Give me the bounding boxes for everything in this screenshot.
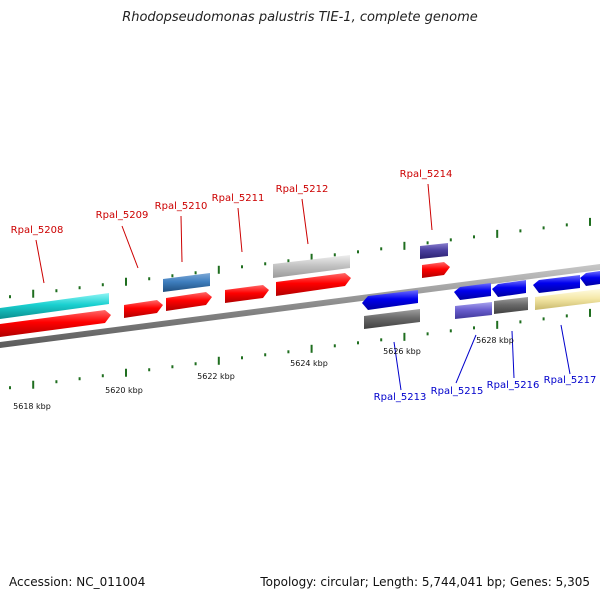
gene-label-rpal-5213: Rpal_5213: [374, 392, 427, 403]
genome-summary-text: Topology: circular; Length: 5,744,041 bp…: [260, 575, 590, 589]
gene-label-rpal-5208: Rpal_5208: [11, 225, 64, 236]
gene-label-rpal-5216: Rpal_5216: [487, 380, 540, 391]
gene-label-rpal-5217: Rpal_5217: [544, 375, 597, 386]
axis-label-5626: 5626 kbp: [383, 347, 421, 356]
gene-rpal-5215-slateblue: [455, 302, 492, 319]
gene-rpal-5216-arrow: [492, 280, 526, 297]
gene-rpal-5212-arrow: [276, 273, 351, 296]
gene-rpal-5213-dimgray: [364, 309, 420, 329]
accession-text: Accession: NC_011004: [9, 575, 146, 589]
gene-label-rpal-5209: Rpal_5209: [96, 210, 149, 221]
gene-rpal-5215-arrow: [454, 283, 491, 300]
axis-label-5622: 5622 kbp: [197, 372, 235, 381]
tick-row-bottom: [9, 308, 591, 390]
gene-rpal-5208-arrow: [0, 310, 111, 337]
gene-label-rpal-5212: Rpal_5212: [276, 184, 329, 195]
gene-rpal-5214-arrow: [422, 262, 450, 278]
gene-label-rpal-5210: Rpal_5210: [155, 201, 208, 212]
gene-rpal-5210-arrow: [166, 292, 212, 311]
gene-rpal-5208-cyan: [0, 293, 109, 319]
gene-label-rpal-5214: Rpal_5214: [400, 169, 453, 180]
gene-rpal-5211-arrow: [225, 285, 269, 303]
gene-rpal-5214-slateblue: [420, 243, 448, 259]
genome-backbone: [0, 264, 600, 348]
axis-label-5618: 5618 kbp: [13, 402, 51, 411]
axis-label-5628: 5628 kbp: [476, 336, 514, 345]
axis-label-5620: 5620 kbp: [105, 386, 143, 395]
axis-label-5624: 5624 kbp: [290, 359, 328, 368]
gene-label-rpal-5215: Rpal_5215: [431, 386, 484, 397]
gene-rpal-5212-lightgray: [273, 255, 350, 278]
gene-rpal-5209-arrow: [124, 300, 163, 318]
gene-rpal-5216-dimgray: [494, 297, 528, 314]
gene-label-rpal-5211: Rpal_5211: [212, 193, 265, 204]
gene-rpal-5217-arrow: [533, 275, 580, 293]
gene-rpal-5210-steelblue: [163, 273, 210, 292]
leader-lines-top: [35, 183, 433, 284]
gene-rpal-5213-arrow: [362, 290, 418, 310]
figure-title: Rhodopseudomonas palustris TIE-1, comple…: [122, 10, 478, 25]
leader-lines-bottom: [393, 324, 571, 391]
gene-rpal-5217-lightyellow: [535, 289, 600, 310]
gene-rpal-5218-arrow: [580, 271, 600, 286]
